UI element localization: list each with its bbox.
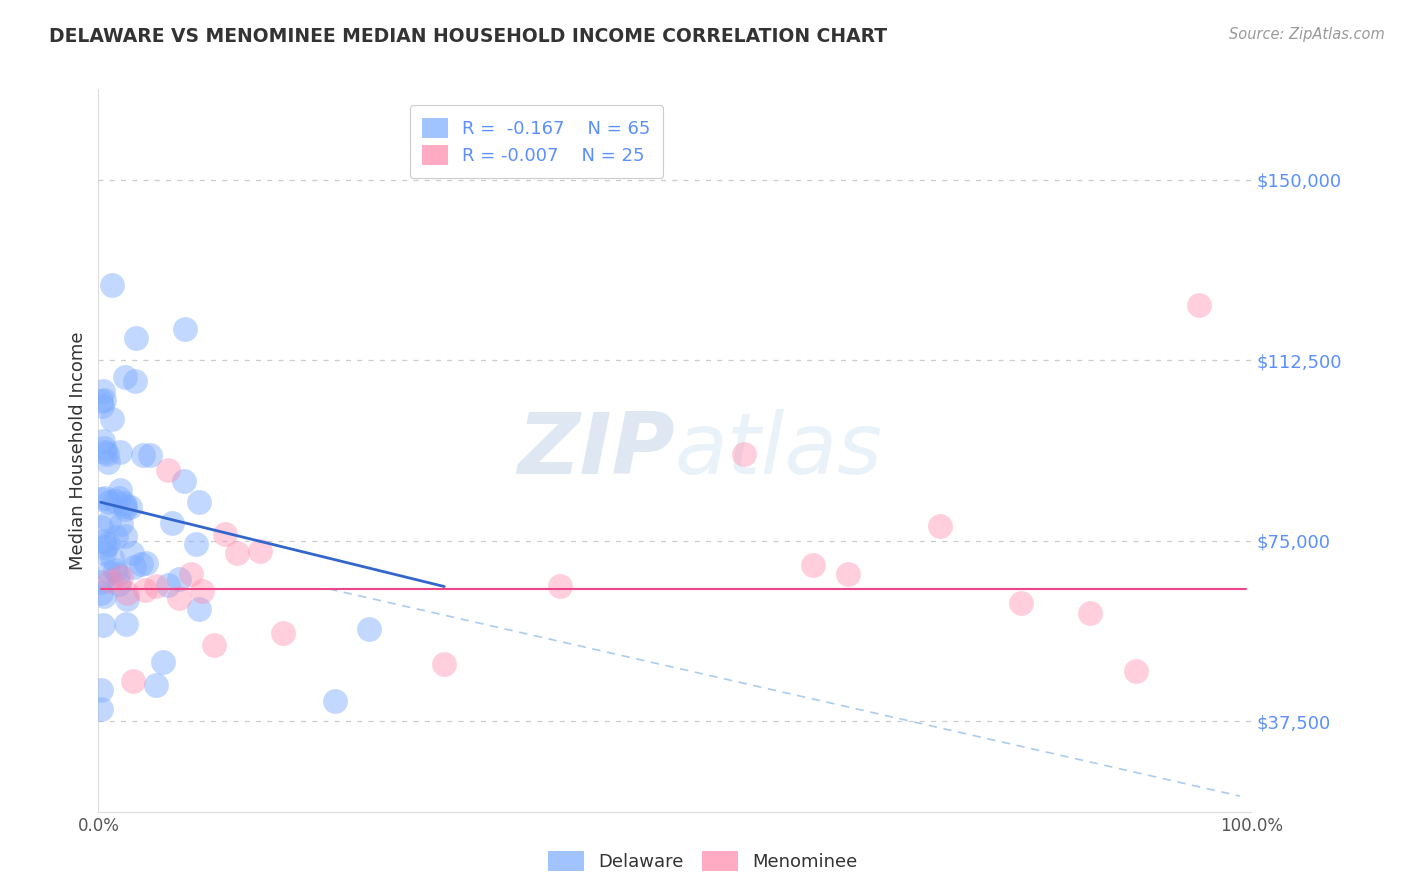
- Point: [249, 544, 271, 558]
- Point: [114, 370, 136, 384]
- Point: [104, 494, 127, 508]
- Point: [97, 537, 120, 551]
- Point: [359, 622, 381, 636]
- Point: [90, 575, 112, 590]
- Legend: R =  -0.167    N = 65, R = -0.007    N = 25: R = -0.167 N = 65, R = -0.007 N = 25: [409, 105, 664, 178]
- Point: [548, 579, 571, 593]
- Point: [93, 590, 115, 604]
- Point: [90, 586, 112, 600]
- Point: [214, 527, 236, 541]
- Point: [837, 567, 859, 582]
- Text: Source: ZipAtlas.com: Source: ZipAtlas.com: [1229, 27, 1385, 42]
- Point: [107, 566, 129, 581]
- Legend: Delaware, Menominee: Delaware, Menominee: [541, 844, 865, 879]
- Point: [91, 434, 114, 448]
- Point: [139, 448, 162, 462]
- Point: [180, 567, 202, 582]
- Point: [145, 678, 167, 692]
- Point: [98, 566, 121, 580]
- Point: [104, 563, 127, 577]
- Point: [169, 572, 191, 586]
- Point: [184, 536, 207, 550]
- Point: [112, 496, 135, 510]
- Point: [132, 448, 155, 462]
- Point: [122, 559, 145, 574]
- Point: [100, 411, 122, 425]
- Y-axis label: Median Household Income: Median Household Income: [69, 331, 87, 570]
- Point: [125, 331, 148, 345]
- Point: [91, 399, 114, 413]
- Point: [97, 495, 120, 509]
- Point: [323, 694, 346, 708]
- Point: [117, 585, 139, 599]
- Point: [114, 616, 136, 631]
- Point: [167, 591, 190, 606]
- Text: ZIP: ZIP: [517, 409, 675, 492]
- Point: [90, 702, 112, 716]
- Point: [118, 500, 141, 515]
- Point: [152, 656, 174, 670]
- Point: [188, 602, 211, 616]
- Point: [91, 618, 114, 632]
- Point: [174, 322, 197, 336]
- Point: [93, 540, 115, 554]
- Point: [156, 578, 179, 592]
- Point: [108, 483, 131, 497]
- Point: [1010, 596, 1032, 610]
- Point: [97, 455, 120, 469]
- Point: [121, 546, 143, 560]
- Point: [93, 546, 115, 560]
- Point: [98, 574, 121, 588]
- Point: [90, 491, 112, 506]
- Point: [108, 577, 131, 591]
- Point: [173, 474, 195, 488]
- Point: [1078, 606, 1101, 620]
- Point: [114, 500, 136, 514]
- Point: [225, 546, 247, 560]
- Point: [93, 442, 115, 456]
- Point: [91, 384, 114, 399]
- Text: atlas: atlas: [675, 409, 883, 492]
- Point: [108, 445, 131, 459]
- Point: [122, 674, 145, 689]
- Point: [271, 625, 294, 640]
- Point: [160, 516, 183, 531]
- Point: [94, 444, 117, 458]
- Point: [801, 558, 824, 572]
- Point: [101, 278, 124, 293]
- Point: [191, 583, 214, 598]
- Point: [93, 392, 115, 407]
- Point: [124, 374, 146, 388]
- Point: [114, 529, 136, 543]
- Point: [114, 501, 136, 516]
- Point: [145, 579, 167, 593]
- Point: [104, 530, 127, 544]
- Point: [202, 638, 225, 652]
- Point: [134, 583, 156, 598]
- Point: [93, 533, 115, 548]
- Point: [96, 446, 118, 460]
- Point: [90, 682, 112, 697]
- Point: [433, 657, 456, 671]
- Point: [101, 550, 124, 565]
- Point: [1188, 298, 1211, 312]
- Point: [188, 494, 211, 508]
- Point: [110, 569, 132, 583]
- Point: [131, 557, 153, 571]
- Point: [90, 519, 112, 533]
- Point: [108, 491, 131, 506]
- Point: [1125, 664, 1147, 678]
- Point: [156, 463, 179, 477]
- Point: [135, 556, 157, 570]
- Point: [929, 519, 952, 533]
- Point: [110, 517, 132, 532]
- Point: [733, 447, 755, 461]
- Point: [117, 592, 139, 607]
- Point: [97, 515, 120, 529]
- Point: [94, 491, 117, 506]
- Text: DELAWARE VS MENOMINEE MEDIAN HOUSEHOLD INCOME CORRELATION CHART: DELAWARE VS MENOMINEE MEDIAN HOUSEHOLD I…: [49, 27, 887, 45]
- Point: [90, 394, 112, 409]
